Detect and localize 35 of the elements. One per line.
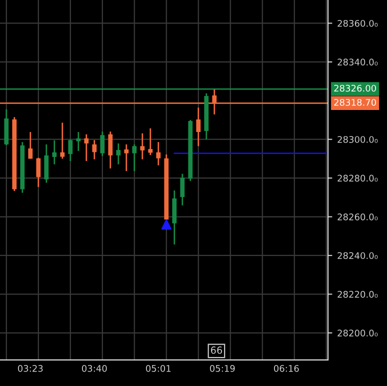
x-tick-label: 05:19	[210, 365, 235, 372]
candlestick	[124, 144, 129, 172]
candlestick	[132, 144, 137, 172]
candlestick	[108, 130, 113, 170]
candlestick	[100, 130, 105, 157]
x-tick-label: 06:16	[274, 365, 299, 372]
candlestick	[52, 140, 57, 166]
ref-line-label: 28318.70	[334, 98, 376, 106]
candlestick	[44, 144, 49, 184]
candlestick	[28, 131, 33, 160]
candlestick	[140, 132, 145, 160]
y-tick-label: 28260.0₀	[338, 213, 378, 220]
candlestick	[76, 131, 81, 152]
x-tick-label: 03:23	[18, 365, 43, 372]
x-tick-label: 05:01	[146, 365, 171, 372]
y-tick-label: 28300.0₀	[338, 136, 378, 143]
y-tick-label: 28240.0₀	[338, 252, 378, 260]
candlestick	[68, 138, 73, 162]
candlestick	[156, 141, 161, 166]
y-tick-label: 28200.0₀	[338, 330, 378, 336]
y-tick-label: 28220.0₀	[338, 290, 378, 298]
y-tick-label: 28360.0₀	[338, 20, 378, 27]
candlestick	[36, 157, 41, 188]
y-tick-label: 28340.0₀	[338, 58, 378, 66]
candlestick	[196, 106, 201, 147]
ref-line-label: 28326.00	[334, 84, 376, 92]
candlestick	[60, 122, 65, 160]
candlestick	[148, 128, 153, 156]
x-tick-label: 03:40	[82, 365, 107, 372]
y-tick-label: 28280.0₀	[338, 174, 378, 182]
candlestick	[116, 142, 121, 166]
candlestick	[92, 139, 97, 160]
candlestick	[180, 173, 185, 206]
annotation: 66	[210, 346, 222, 354]
candlestick	[84, 134, 89, 162]
